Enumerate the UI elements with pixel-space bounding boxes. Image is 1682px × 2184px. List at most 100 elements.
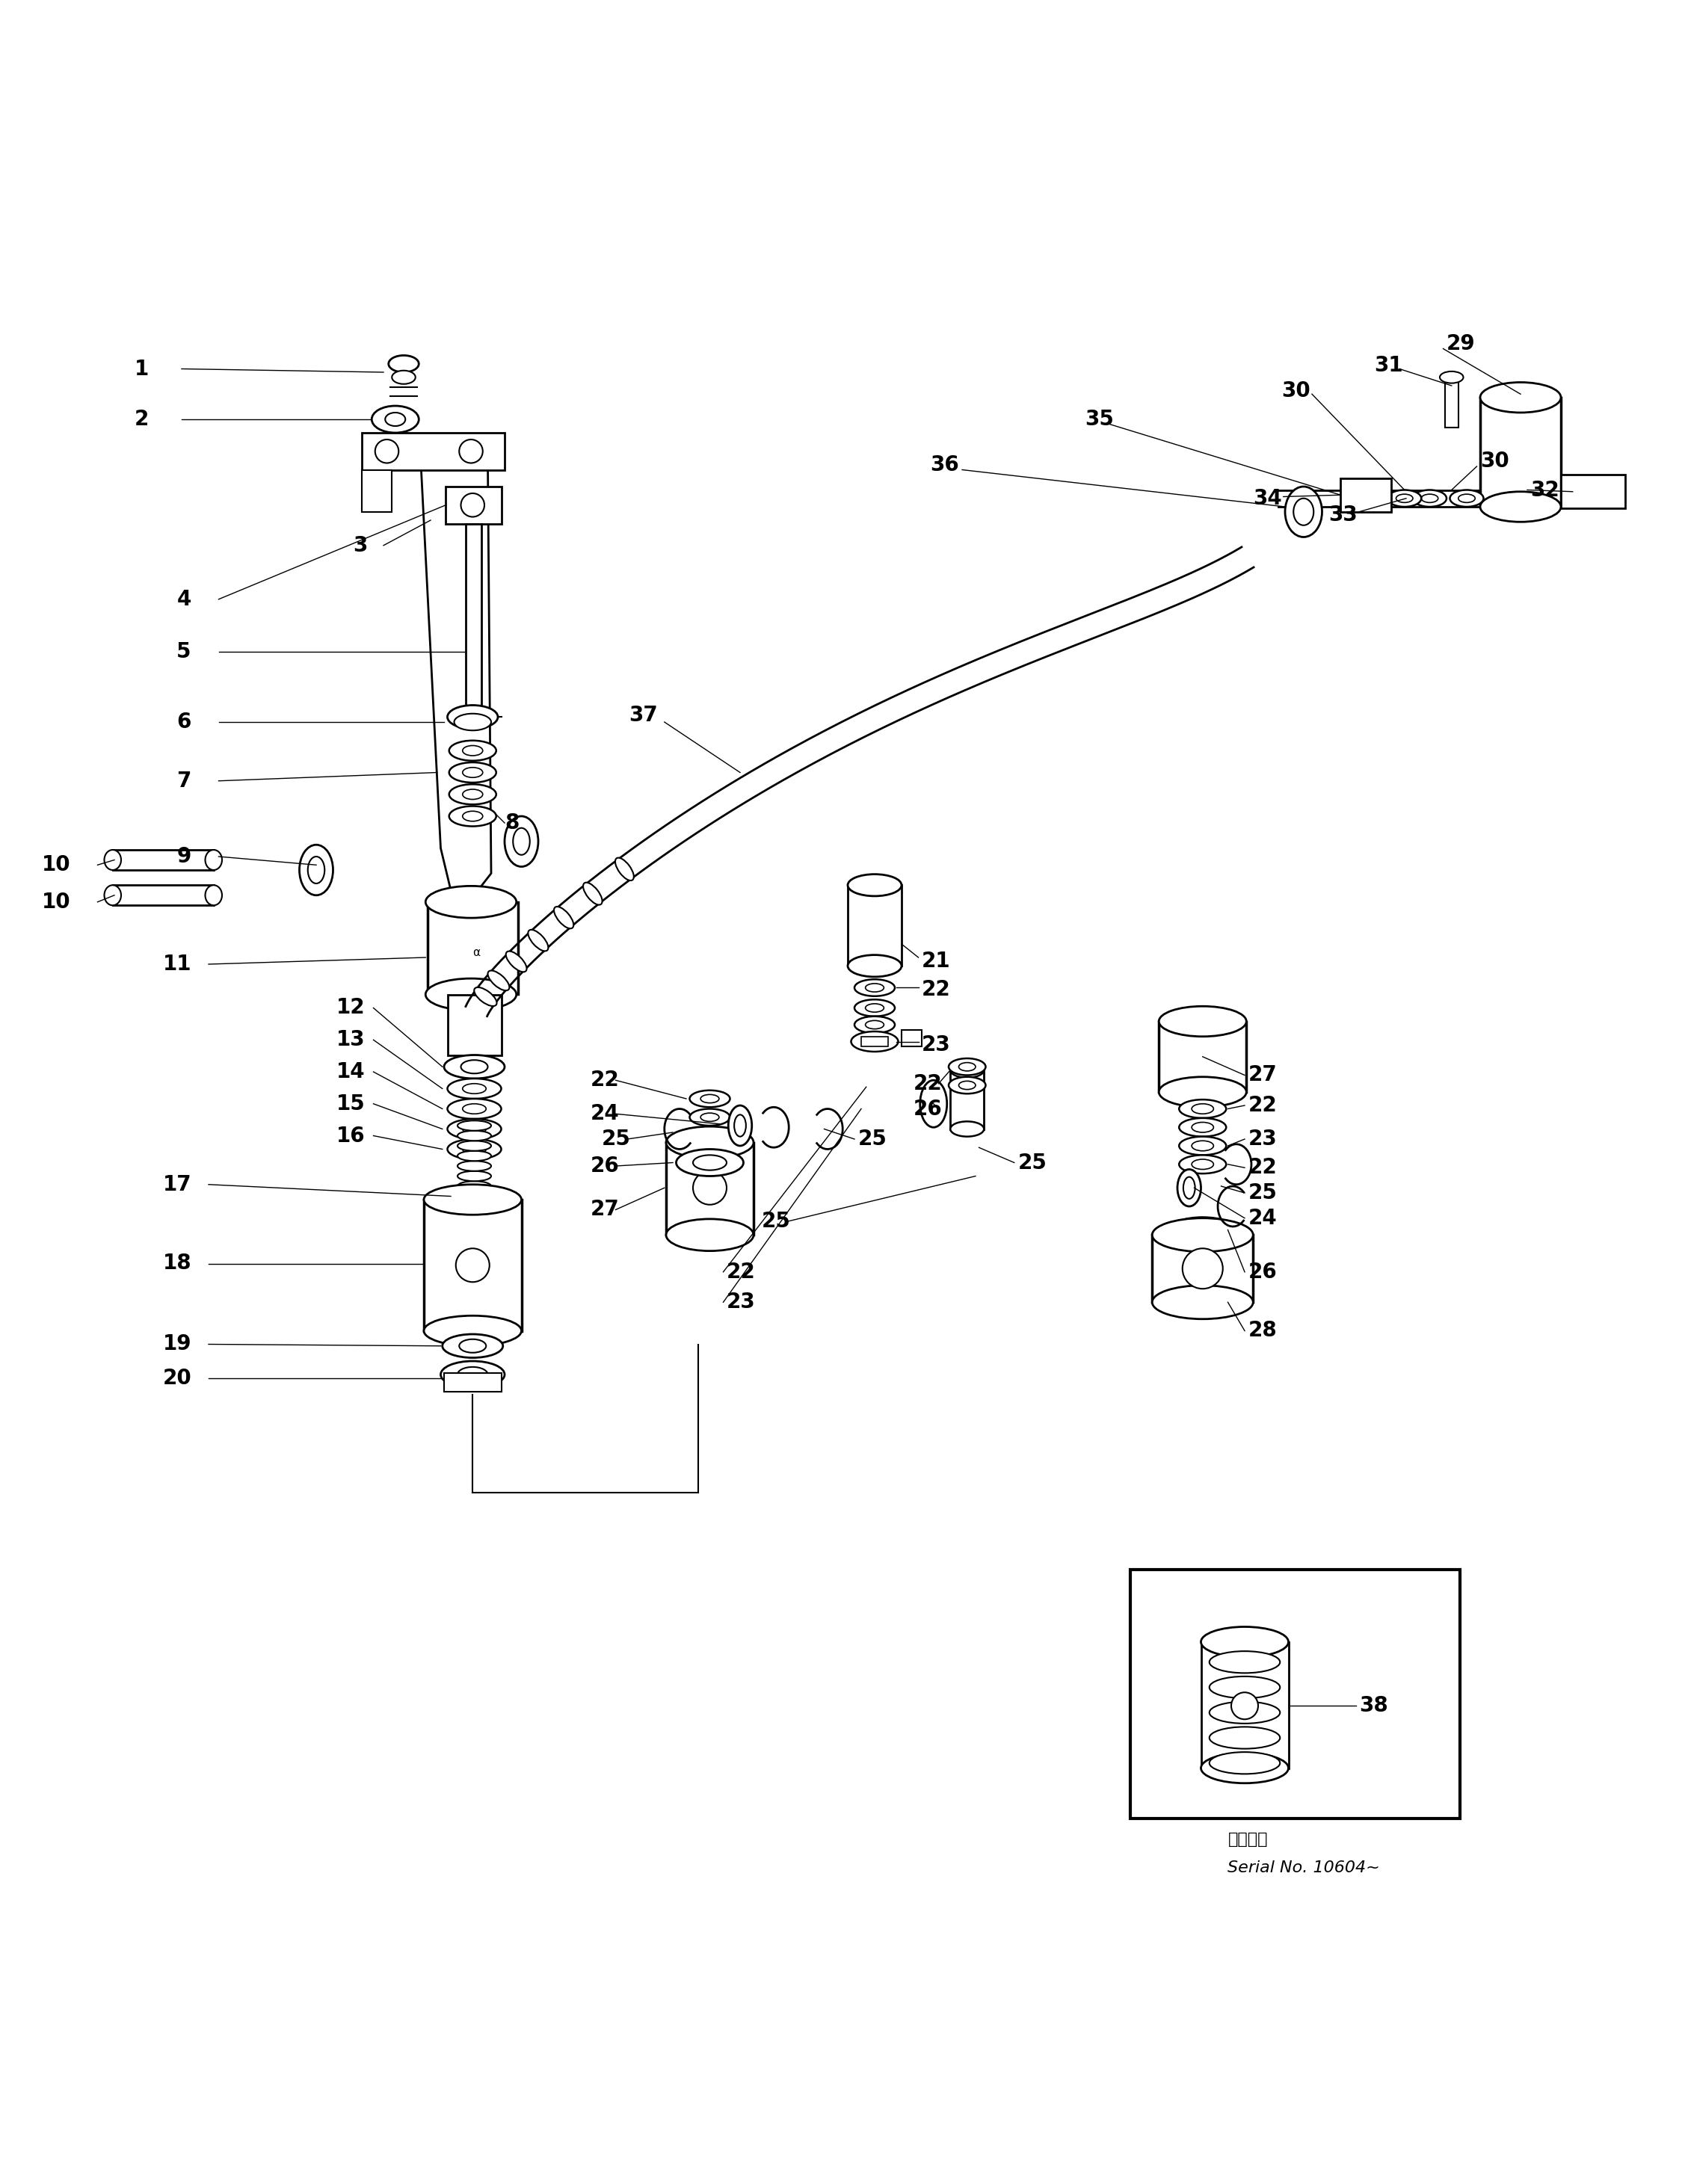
Text: 3: 3 [353,535,368,557]
Ellipse shape [205,850,222,869]
Ellipse shape [1191,1140,1214,1151]
Ellipse shape [447,705,498,729]
Text: 34: 34 [1253,487,1282,509]
Ellipse shape [1159,1077,1246,1107]
Ellipse shape [693,1155,727,1171]
Text: 23: 23 [1248,1129,1277,1149]
Text: Serial No. 10604~: Serial No. 10604~ [1228,1861,1381,1876]
Bar [1130,1570,1460,1819]
Text: 19: 19 [163,1334,192,1354]
Ellipse shape [104,885,121,906]
Ellipse shape [1480,382,1561,413]
Bar [861,1037,888,1046]
Bar [362,432,505,470]
Bar [1159,1022,1246,1092]
Ellipse shape [1209,1651,1280,1673]
Ellipse shape [690,1090,730,1107]
Bar [113,885,214,906]
Ellipse shape [424,1184,521,1214]
Text: 25: 25 [1018,1153,1046,1173]
Ellipse shape [854,1016,895,1033]
Ellipse shape [848,954,902,976]
Text: 35: 35 [1085,408,1113,430]
Ellipse shape [1179,1155,1226,1173]
Text: 17: 17 [163,1175,192,1195]
Bar [446,487,501,524]
Text: 10: 10 [42,854,71,876]
Text: 1: 1 [135,358,150,380]
Ellipse shape [848,874,902,895]
Bar [444,1374,501,1391]
Ellipse shape [463,1103,486,1114]
Ellipse shape [1388,489,1421,507]
Ellipse shape [442,1334,503,1358]
Text: 22: 22 [1248,1094,1277,1116]
Ellipse shape [733,1114,747,1136]
Ellipse shape [447,1140,501,1160]
Text: 22: 22 [727,1262,755,1282]
Bar [424,1199,521,1330]
Text: 適用号機: 適用号機 [1228,1832,1268,1848]
Text: 26: 26 [913,1099,942,1118]
Ellipse shape [1152,1286,1253,1319]
Bar [466,524,481,708]
Ellipse shape [308,856,325,885]
Text: 28: 28 [1248,1321,1277,1341]
Text: 23: 23 [727,1291,755,1313]
Bar [113,850,214,869]
Ellipse shape [447,1079,501,1099]
Ellipse shape [474,987,496,1007]
Text: 27: 27 [590,1199,619,1221]
Ellipse shape [1209,1677,1280,1699]
Text: 9: 9 [177,845,192,867]
Ellipse shape [690,1109,730,1125]
Ellipse shape [449,762,496,782]
Ellipse shape [372,406,419,432]
Ellipse shape [666,1219,754,1251]
Ellipse shape [666,1127,754,1158]
Bar [666,1142,754,1234]
Ellipse shape [513,828,530,854]
Ellipse shape [866,983,885,992]
Text: 24: 24 [1248,1208,1277,1230]
Ellipse shape [1201,1627,1288,1658]
Ellipse shape [1159,1007,1246,1037]
Bar [848,885,902,965]
Text: 22: 22 [1248,1158,1277,1177]
Ellipse shape [854,978,895,996]
Ellipse shape [676,1149,743,1177]
Ellipse shape [949,1077,986,1094]
Text: 26: 26 [1248,1262,1277,1282]
Text: 30: 30 [1480,450,1509,472]
Text: 37: 37 [629,705,658,725]
Text: 32: 32 [1531,480,1559,500]
Ellipse shape [449,784,496,804]
Text: 24: 24 [590,1103,619,1125]
Ellipse shape [866,1020,885,1029]
Ellipse shape [1480,491,1561,522]
Ellipse shape [441,1361,505,1389]
Circle shape [461,494,484,518]
Bar [427,902,518,994]
Bar [1341,478,1391,511]
Text: 11: 11 [163,954,192,974]
Ellipse shape [463,767,483,778]
Ellipse shape [458,1140,491,1151]
Ellipse shape [920,1081,947,1127]
Text: 23: 23 [922,1035,950,1055]
Ellipse shape [1413,489,1447,507]
Bar [1561,474,1625,509]
Text: 8: 8 [505,812,520,834]
Ellipse shape [553,906,574,928]
Text: 25: 25 [858,1129,886,1149]
Ellipse shape [205,885,222,906]
Bar [902,1031,922,1046]
Ellipse shape [488,970,510,992]
Ellipse shape [458,1190,491,1201]
Ellipse shape [1450,489,1484,507]
Ellipse shape [950,1064,984,1077]
Text: 26: 26 [590,1155,619,1177]
Ellipse shape [392,371,415,384]
Bar [950,1070,984,1129]
Text: 30: 30 [1282,380,1310,402]
